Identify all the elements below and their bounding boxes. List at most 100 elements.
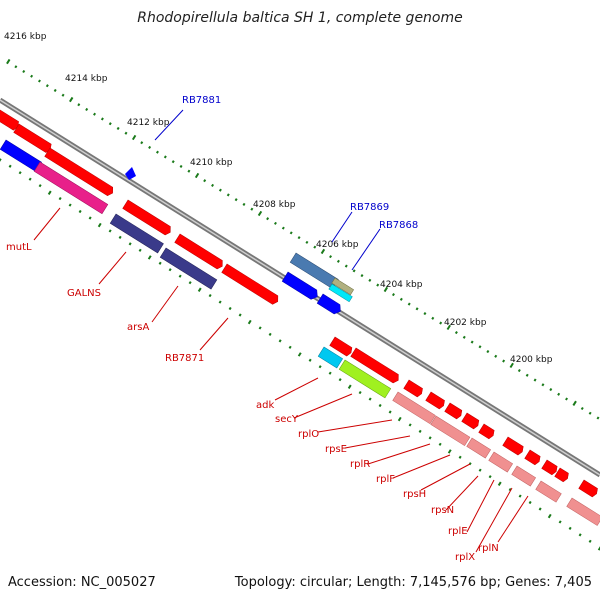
inner-dot <box>147 255 152 260</box>
ruler-label: 4212 kbp <box>127 118 170 128</box>
inner-dot <box>328 371 332 375</box>
inner-dot <box>378 403 382 408</box>
gene-arrow-khaki <box>331 277 355 296</box>
ruler-label: 4206 kbp <box>316 240 359 250</box>
ruler-dot <box>234 198 238 202</box>
ruler-dot <box>517 368 521 373</box>
inner-dot <box>0 158 2 163</box>
ruler-dot <box>171 160 175 164</box>
ruler-dot <box>100 117 104 121</box>
ruler-dot <box>565 397 569 401</box>
ruler-label: 4210 kbp <box>190 158 233 168</box>
inner-dot <box>118 235 122 239</box>
gene-arrow-pink <box>466 437 492 459</box>
inner-dot <box>28 177 32 181</box>
ruler-dot <box>376 283 380 287</box>
gene-label: RB7881 <box>182 95 221 106</box>
ruler-major-tick <box>131 134 137 141</box>
ruler-dot <box>525 373 529 377</box>
inner-dot <box>18 171 22 175</box>
inner-dot <box>78 209 82 214</box>
inner-dot <box>547 513 552 519</box>
gene-arrow-lime <box>338 359 392 399</box>
ruler-dot <box>14 65 18 69</box>
gene-label: adk <box>256 400 274 411</box>
ruler-dot <box>77 103 81 107</box>
ruler-dot <box>116 126 120 131</box>
gene-label: rpsE <box>325 444 347 455</box>
ruler-dot <box>533 378 537 382</box>
inner-dot <box>538 507 542 511</box>
inner-dot <box>158 261 162 265</box>
inner-dot <box>188 281 192 285</box>
ruler-dot <box>266 217 270 221</box>
ruler-major-tick <box>572 400 577 406</box>
gene-label: rplX <box>455 552 475 563</box>
inner-dot <box>418 429 422 433</box>
ruler-dot <box>549 387 553 392</box>
ruler-dot <box>93 112 97 116</box>
gene-arrow-red <box>0 109 19 131</box>
gene-features <box>0 109 600 526</box>
gene-label: RB7868 <box>379 220 418 231</box>
inner-dot <box>388 410 392 414</box>
gene-arrow-pink <box>488 451 514 473</box>
ruler-label: 4216 kbp <box>4 32 47 42</box>
ruler-dot <box>61 93 65 97</box>
ruler-dot <box>37 79 41 83</box>
gene-label: GALNS <box>67 288 101 299</box>
ruler-dot <box>226 193 230 197</box>
accession-text: Accession: NC_005027 <box>8 575 156 590</box>
inner-dot <box>228 306 232 311</box>
inner-dot <box>258 326 262 330</box>
inner-dot <box>88 216 92 220</box>
ruler-dot <box>399 297 403 301</box>
gene-arrow-red <box>444 402 463 420</box>
inner-dot <box>68 203 72 207</box>
ruler-dot <box>580 406 584 411</box>
gene-arrow-red <box>554 467 569 483</box>
inner-dot <box>138 248 142 252</box>
ruler-major-tick <box>194 172 200 179</box>
ruler-dot <box>431 316 435 320</box>
ruler-label: 4200 kbp <box>510 355 553 365</box>
ruler-label: 4208 kbp <box>253 200 296 210</box>
red-gene-labels: mutL GALNS arsA RB7871 adk secY rplO rps… <box>6 242 499 563</box>
gene-arrow-navy <box>109 213 164 254</box>
ruler-major-tick <box>6 58 11 65</box>
inner-dot <box>247 319 252 325</box>
inner-dot <box>508 487 512 492</box>
gene-arrow-red <box>44 147 114 196</box>
ruler-dot <box>108 122 112 126</box>
ruler-label: 4204 kbp <box>380 280 423 290</box>
ruler-dot <box>85 107 89 112</box>
inner-dot <box>178 274 182 278</box>
gene-arrow-pink <box>511 465 537 487</box>
gene-arrow-red <box>541 459 558 476</box>
gene-arrow-blue-small <box>125 167 136 180</box>
gene-arrow-red <box>578 479 598 498</box>
ruler-dot <box>368 278 372 282</box>
inner-dot <box>458 455 462 459</box>
gene-arrow-red <box>403 379 423 398</box>
ruler-dot <box>30 74 34 78</box>
inner-dot <box>408 423 412 427</box>
inner-dot <box>268 332 272 336</box>
gene-arrow-red <box>221 263 279 305</box>
ruler-dot <box>218 188 222 192</box>
inner-dot <box>58 196 62 201</box>
inner-dot <box>197 287 202 292</box>
ruler-dot <box>329 255 333 259</box>
inner-dot <box>358 390 362 395</box>
inner-dot <box>297 352 302 357</box>
gene-arrow-red <box>478 423 495 440</box>
inner-dot <box>308 358 312 362</box>
ruler-dot <box>502 359 506 363</box>
inner-dot <box>238 313 242 317</box>
blue-gene-labels: RB7881 RB7869 RB7868 <box>182 95 418 231</box>
gene-arrow-red <box>122 199 171 236</box>
gene-arrow-red <box>524 449 541 466</box>
gene-label: rplE <box>448 526 468 537</box>
gene-label: rplN <box>478 543 499 554</box>
map-title: Rhodopirellula baltica SH 1, complete ge… <box>137 10 463 26</box>
